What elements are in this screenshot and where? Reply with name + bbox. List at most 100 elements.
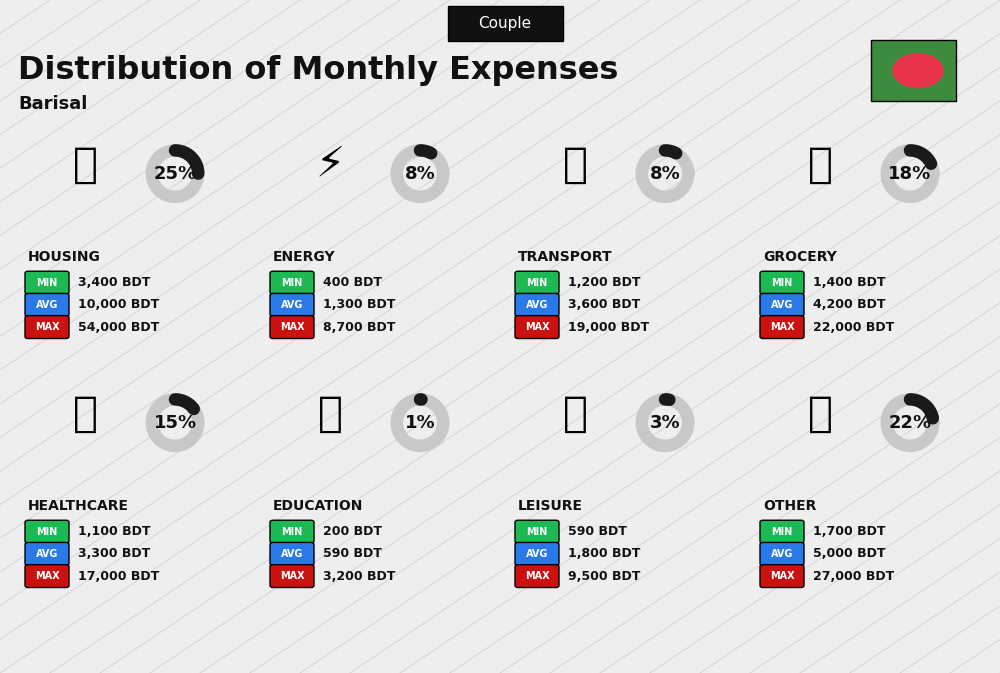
FancyBboxPatch shape — [515, 316, 559, 339]
Text: 5,000 BDT: 5,000 BDT — [813, 547, 886, 561]
Text: EDUCATION: EDUCATION — [273, 499, 363, 513]
FancyBboxPatch shape — [760, 271, 804, 294]
FancyBboxPatch shape — [270, 520, 314, 543]
Text: 590 BDT: 590 BDT — [323, 547, 382, 561]
FancyBboxPatch shape — [760, 542, 804, 565]
Text: 1,700 BDT: 1,700 BDT — [813, 525, 886, 538]
FancyBboxPatch shape — [760, 565, 804, 588]
Text: MAX: MAX — [280, 571, 304, 581]
FancyBboxPatch shape — [515, 271, 559, 294]
Text: 1,300 BDT: 1,300 BDT — [323, 298, 395, 312]
Text: 54,000 BDT: 54,000 BDT — [78, 320, 159, 334]
Text: MAX: MAX — [35, 322, 59, 332]
Text: 💼: 💼 — [808, 393, 833, 435]
Text: AVG: AVG — [526, 300, 548, 310]
Text: 🏢: 🏢 — [72, 144, 98, 186]
Text: 8%: 8% — [405, 165, 435, 182]
FancyBboxPatch shape — [760, 293, 804, 316]
Text: 400 BDT: 400 BDT — [323, 276, 382, 289]
FancyBboxPatch shape — [25, 293, 69, 316]
Text: MIN: MIN — [36, 527, 58, 536]
Text: MAX: MAX — [525, 322, 549, 332]
Text: MAX: MAX — [770, 322, 794, 332]
Text: 8%: 8% — [650, 165, 680, 182]
Text: 9,500 BDT: 9,500 BDT — [568, 569, 640, 583]
Text: 15%: 15% — [153, 414, 197, 431]
Text: AVG: AVG — [36, 300, 58, 310]
FancyBboxPatch shape — [515, 293, 559, 316]
Text: 200 BDT: 200 BDT — [323, 525, 382, 538]
Text: MIN: MIN — [36, 278, 58, 287]
Text: 8,700 BDT: 8,700 BDT — [323, 320, 395, 334]
Text: MIN: MIN — [281, 278, 303, 287]
Text: 10,000 BDT: 10,000 BDT — [78, 298, 159, 312]
Text: MIN: MIN — [526, 527, 548, 536]
FancyBboxPatch shape — [515, 542, 559, 565]
Text: GROCERY: GROCERY — [763, 250, 837, 264]
Text: 🏥: 🏥 — [72, 393, 98, 435]
FancyBboxPatch shape — [760, 520, 804, 543]
FancyBboxPatch shape — [515, 565, 559, 588]
Text: ENERGY: ENERGY — [273, 250, 336, 264]
FancyBboxPatch shape — [270, 271, 314, 294]
Text: 3,300 BDT: 3,300 BDT — [78, 547, 150, 561]
Text: AVG: AVG — [771, 549, 793, 559]
Text: 590 BDT: 590 BDT — [568, 525, 627, 538]
Text: AVG: AVG — [771, 300, 793, 310]
FancyBboxPatch shape — [270, 316, 314, 339]
Text: 1,200 BDT: 1,200 BDT — [568, 276, 641, 289]
Text: AVG: AVG — [281, 549, 303, 559]
Text: 19,000 BDT: 19,000 BDT — [568, 320, 649, 334]
Text: 3%: 3% — [650, 414, 680, 431]
Text: AVG: AVG — [526, 549, 548, 559]
Text: 3,400 BDT: 3,400 BDT — [78, 276, 150, 289]
Text: Couple: Couple — [478, 16, 532, 31]
Text: ⚡: ⚡ — [315, 144, 345, 186]
Text: Distribution of Monthly Expenses: Distribution of Monthly Expenses — [18, 55, 618, 86]
FancyBboxPatch shape — [25, 565, 69, 588]
Text: 1,400 BDT: 1,400 BDT — [813, 276, 886, 289]
Text: MAX: MAX — [770, 571, 794, 581]
Text: TRANSPORT: TRANSPORT — [518, 250, 613, 264]
FancyBboxPatch shape — [870, 40, 956, 101]
Text: 🚌: 🚌 — [563, 144, 588, 186]
Text: 3,600 BDT: 3,600 BDT — [568, 298, 640, 312]
FancyBboxPatch shape — [515, 520, 559, 543]
Text: HEALTHCARE: HEALTHCARE — [28, 499, 129, 513]
Text: 🛍: 🛍 — [563, 393, 588, 435]
FancyBboxPatch shape — [25, 316, 69, 339]
FancyBboxPatch shape — [270, 565, 314, 588]
Text: 25%: 25% — [153, 165, 197, 182]
Text: MIN: MIN — [771, 278, 793, 287]
Text: LEISURE: LEISURE — [518, 499, 583, 513]
Text: AVG: AVG — [281, 300, 303, 310]
Text: 1,800 BDT: 1,800 BDT — [568, 547, 640, 561]
FancyBboxPatch shape — [270, 293, 314, 316]
Text: 18%: 18% — [888, 165, 932, 182]
Text: 1%: 1% — [405, 414, 435, 431]
Text: 17,000 BDT: 17,000 BDT — [78, 569, 159, 583]
Text: MIN: MIN — [281, 527, 303, 536]
Circle shape — [893, 54, 943, 87]
Text: 22,000 BDT: 22,000 BDT — [813, 320, 894, 334]
Text: MIN: MIN — [771, 527, 793, 536]
FancyBboxPatch shape — [25, 520, 69, 543]
Text: 1,100 BDT: 1,100 BDT — [78, 525, 150, 538]
Text: 4,200 BDT: 4,200 BDT — [813, 298, 886, 312]
Text: 🛒: 🛒 — [808, 144, 833, 186]
Text: 22%: 22% — [888, 414, 932, 431]
Text: OTHER: OTHER — [763, 499, 816, 513]
FancyBboxPatch shape — [760, 316, 804, 339]
Text: HOUSING: HOUSING — [28, 250, 101, 264]
FancyBboxPatch shape — [270, 542, 314, 565]
FancyBboxPatch shape — [25, 271, 69, 294]
Text: 🎓: 🎓 — [318, 393, 343, 435]
Text: Barisal: Barisal — [18, 96, 87, 113]
Text: MAX: MAX — [35, 571, 59, 581]
FancyBboxPatch shape — [25, 542, 69, 565]
Text: 27,000 BDT: 27,000 BDT — [813, 569, 894, 583]
Text: MAX: MAX — [280, 322, 304, 332]
Text: MAX: MAX — [525, 571, 549, 581]
Text: 3,200 BDT: 3,200 BDT — [323, 569, 395, 583]
FancyBboxPatch shape — [448, 6, 562, 41]
